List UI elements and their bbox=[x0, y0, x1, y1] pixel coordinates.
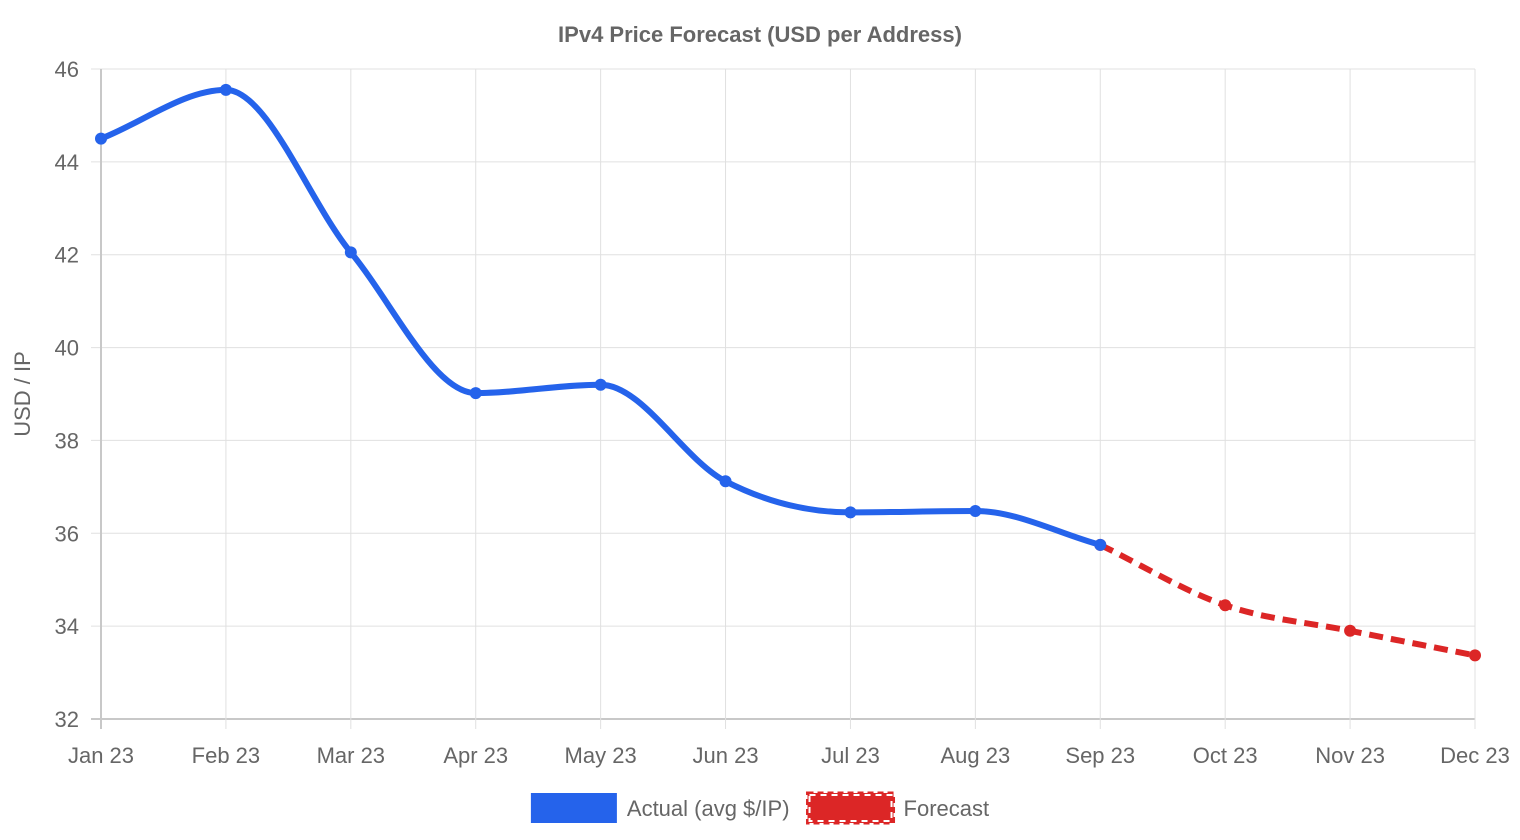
legend-item[interactable]: Forecast bbox=[806, 791, 990, 825]
data-point bbox=[594, 378, 607, 391]
data-point bbox=[1219, 599, 1232, 612]
x-tick-label: Oct 23 bbox=[1193, 743, 1258, 768]
legend-label: Forecast bbox=[904, 796, 990, 821]
x-tick-label: Mar 23 bbox=[317, 743, 385, 768]
x-tick-label: Dec 23 bbox=[1440, 743, 1510, 768]
x-tick-label: Sep 23 bbox=[1065, 743, 1135, 768]
y-tick-label: 46 bbox=[55, 57, 79, 82]
y-tick-label: 44 bbox=[55, 150, 79, 175]
grid bbox=[91, 68, 1476, 729]
y-axis-ticks: 32 34 36 38 40 42 44 46 bbox=[55, 57, 79, 732]
y-tick-label: 32 bbox=[55, 707, 79, 732]
x-axis-ticks: Jan 23 Feb 23 Mar 23 Apr 23 May 23 Jun 23 Jul … bbox=[68, 743, 1510, 768]
x-tick-label: Apr 23 bbox=[443, 743, 508, 768]
series bbox=[95, 83, 1481, 662]
x-tick-label: Jan 23 bbox=[68, 743, 134, 768]
y-tick-label: 40 bbox=[55, 336, 79, 361]
series-line bbox=[1098, 542, 1476, 659]
x-tick-label: May 23 bbox=[565, 743, 637, 768]
y-tick-label: 34 bbox=[55, 614, 79, 639]
x-tick-label: Aug 23 bbox=[940, 743, 1010, 768]
y-tick-label: 36 bbox=[55, 521, 79, 546]
legend: Actual (avg $/IP) Forecast bbox=[530, 791, 990, 825]
data-point bbox=[95, 132, 107, 145]
data-point bbox=[844, 506, 857, 519]
data-point bbox=[1094, 538, 1107, 551]
x-tick-label: Jul 23 bbox=[821, 743, 880, 768]
x-tick-label: Nov 23 bbox=[1315, 743, 1385, 768]
y-axis-title: USD / IP bbox=[10, 351, 35, 437]
legend-item[interactable]: Actual (avg $/IP) bbox=[530, 793, 790, 823]
data-point bbox=[1344, 624, 1357, 637]
series-actual bbox=[95, 83, 1107, 551]
data-point bbox=[969, 505, 982, 517]
x-tick-label: Jun 23 bbox=[693, 743, 759, 768]
legend-swatch bbox=[530, 793, 617, 823]
data-point bbox=[719, 475, 732, 488]
legend-swatch bbox=[806, 791, 896, 825]
data-point bbox=[219, 83, 232, 96]
legend-swatch-dash bbox=[808, 794, 893, 822]
data-point bbox=[344, 246, 357, 259]
data-point bbox=[469, 387, 482, 400]
data-point bbox=[1469, 649, 1481, 662]
y-tick-label: 42 bbox=[55, 243, 79, 268]
x-tick-label: Feb 23 bbox=[192, 743, 261, 768]
series-line bbox=[99, 86, 1102, 548]
chart-title: IPv4 Price Forecast (USD per Address) bbox=[558, 22, 962, 47]
series-forecast bbox=[1094, 538, 1481, 662]
legend-label: Actual (avg $/IP) bbox=[627, 796, 790, 821]
y-tick-label: 38 bbox=[55, 428, 79, 453]
